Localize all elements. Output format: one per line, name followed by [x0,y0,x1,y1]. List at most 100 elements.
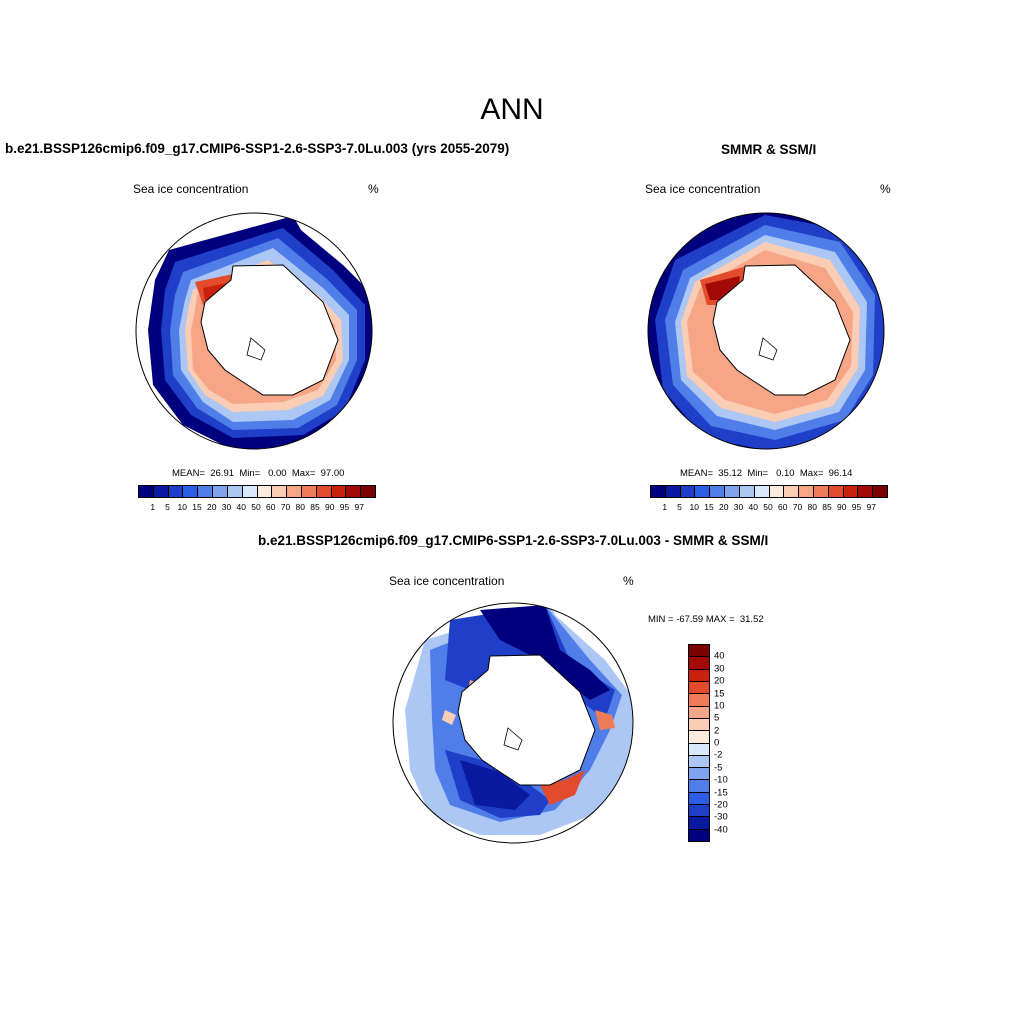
right-colorbar-tick-label: 97 [866,502,876,512]
left-colorbar-tick-label: 60 [266,502,276,512]
right-colorbar-swatch [665,486,681,497]
right-colorbar-swatch [680,486,696,497]
difference-colorbar-swatch [689,768,709,781]
difference-colorbar-tick-label: -5 [714,762,723,774]
bottom-panel-title: b.e21.BSSP126cmip6.f09_g17.CMIP6-SSP1-2.… [258,533,769,548]
right-colorbar-tick-label: 40 [748,502,758,512]
left-colorbar-swatch [227,486,243,497]
difference-colorbar-ticks: 40 30 20 15 10 5 2 0 -2 -5 -10 -15 -20 -30 -40 [714,644,754,842]
left-colorbar-swatch [331,486,347,497]
left-colorbar-swatch [139,486,154,497]
left-colorbar-tick-label: 15 [192,502,202,512]
left-colorbar-tick-label: 90 [325,502,335,512]
left-colorbar-swatch [346,486,362,497]
difference-colorbar-tick-label: 40 [714,650,725,662]
left-colorbar-tick-label: 30 [221,502,232,512]
left-colorbar-swatch [153,486,169,497]
left-colorbar-tick-label: 10 [177,502,187,512]
obs-sea-ice-map [647,212,885,450]
left-variable-label: Sea ice concentration [133,182,249,196]
difference-sea-ice-map [392,602,634,844]
left-colorbar-swatch [301,486,317,497]
difference-colorbar-swatch [689,681,709,695]
right-colorbar-tick-label: 20 [719,502,729,512]
left-colorbar-swatch [168,486,184,497]
difference-colorbar-tick-label: -15 [714,787,728,798]
difference-colorbar-tick-label: 5 [714,712,720,724]
left-colorbar-ticks: 1 5 10 15 20 30 40 50 60 70 80 85 90 95 97 [138,502,374,514]
left-colorbar-swatch [361,486,375,497]
left-colorbar-tick-label: 20 [207,502,217,512]
left-colorbar-tick-label: 95 [339,502,350,512]
difference-colorbar-swatch [689,743,709,756]
right-colorbar-swatch [873,486,887,497]
figure-title: ANN [480,93,544,126]
difference-colorbar-tick-label: 10 [714,700,725,712]
left-units-label: % [368,182,379,196]
left-colorbar-tick-label: 80 [295,502,305,512]
difference-colorbar-swatch [689,755,709,769]
difference-colorbar-tick-label: -20 [714,799,728,811]
left-colorbar-swatch [287,486,302,497]
right-colorbar-swatch [813,486,829,497]
left-panel-title: b.e21.BSSP126cmip6.f09_g17.CMIP6-SSP1-2.… [5,141,510,156]
difference-colorbar-swatch [689,706,709,719]
left-colorbar-tick-label: 40 [236,502,246,512]
difference-colorbar-swatch [689,718,709,732]
difference-colorbar-tick-label: 20 [714,675,725,687]
right-colorbar-swatch [754,486,770,497]
left-colorbar-swatch [242,486,258,497]
right-panel-title: SMMR & SSM/I [721,142,817,157]
difference-colorbar-tick-label: 2 [714,725,720,737]
right-colorbar-tick-label: 80 [807,502,817,512]
difference-colorbar-swatch [689,669,709,682]
difference-colorbar-swatch [689,780,709,793]
difference-colorbar [688,644,710,842]
difference-colorbar-swatch [689,817,709,830]
difference-colorbar-swatch [689,829,709,841]
right-colorbar-tick-label: 60 [778,502,788,512]
right-colorbar-swatch [828,486,844,497]
right-colorbar-tick-label: 15 [704,502,714,512]
right-colorbar-swatch [858,486,874,497]
left-colorbar-tick-label: 5 [165,502,170,512]
right-colorbar-swatch [739,486,755,497]
difference-colorbar-tick-label: -2 [714,749,723,761]
difference-colorbar-tick-label: 0 [714,737,720,749]
difference-colorbar-tick-label: -30 [714,811,728,823]
right-colorbar-tick-label: 95 [851,502,862,512]
left-colorbar-tick-label: 97 [354,502,364,512]
right-stats-text: MEAN= 35.12 Min= 0.10 Max= 96.14 [680,468,853,479]
right-colorbar-swatch [695,486,711,497]
right-colorbar-tick-label: 85 [822,502,832,512]
bottom-stats-text: MIN = -67.59 MAX = 31.52 [648,614,764,625]
right-colorbar-tick-label: 90 [837,502,847,512]
left-colorbar-tick-label: 70 [280,502,291,512]
difference-colorbar-swatch [689,805,709,818]
right-variable-label: Sea ice concentration [645,182,761,196]
right-colorbar-swatch [725,486,740,497]
bottom-variable-label: Sea ice concentration [389,574,505,588]
right-colorbar-tick-label: 70 [792,502,803,512]
right-colorbar-tick-label: 50 [763,502,773,512]
right-colorbar-swatch [651,486,666,497]
difference-colorbar-tick-label: 15 [714,688,725,699]
difference-colorbar-swatch [689,694,709,707]
right-colorbar-tick-label: 10 [689,502,699,512]
left-colorbar-swatch [257,486,273,497]
model-sea-ice-map [135,212,373,450]
difference-colorbar-tick-label: -40 [714,824,728,836]
difference-colorbar-swatch [689,657,709,670]
right-colorbar-tick-label: 1 [662,502,668,512]
right-colorbar-tick-label: 30 [733,502,744,512]
left-colorbar-swatch [183,486,199,497]
right-units-label: % [880,182,891,196]
left-colorbar [138,485,376,498]
right-colorbar-ticks: 1 5 10 15 20 30 40 50 60 70 80 85 90 95 97 [650,502,886,514]
right-colorbar [650,485,888,498]
left-colorbar-tick-label: 1 [150,502,156,512]
left-colorbar-swatch [316,486,332,497]
left-colorbar-tick-label: 50 [251,502,261,512]
difference-colorbar-tick-label: -10 [714,774,728,786]
left-colorbar-swatch [198,486,214,497]
